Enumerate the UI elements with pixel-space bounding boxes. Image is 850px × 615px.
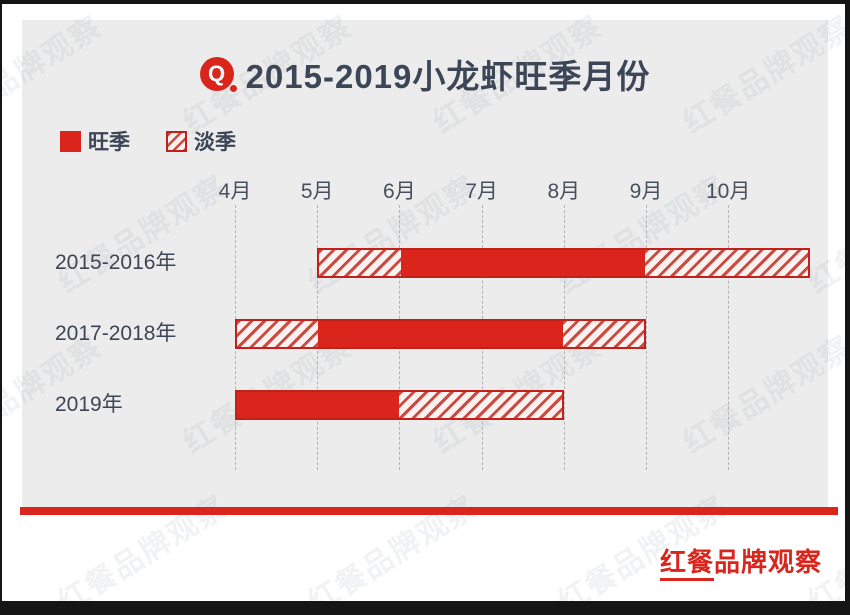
off-season-segment xyxy=(562,321,644,347)
legend-item-peak-season: 旺季 xyxy=(60,126,130,156)
axis-tick-label: 8月 xyxy=(547,180,581,203)
off-season-segment xyxy=(237,321,319,347)
brand-logo-rest-part: 品牌观察 xyxy=(713,547,822,577)
title-row: Q 2015-2019小龙虾旺季月份 xyxy=(22,50,828,98)
peak-season-segment xyxy=(400,250,646,276)
off-season-swatch xyxy=(166,130,187,152)
row-label: 2019年 xyxy=(55,393,123,416)
row-label: 2015-2016年 xyxy=(55,251,177,274)
gantt-bar xyxy=(235,390,564,420)
axis-tick-label: 6月 xyxy=(383,180,416,203)
gantt-bar xyxy=(317,248,811,278)
photo-edge-right xyxy=(845,0,850,615)
axis-tick-label: 10月 xyxy=(706,180,751,203)
axis-gridline xyxy=(728,205,730,470)
brand-logo: 红餐品牌观察 xyxy=(659,542,822,581)
photo-edge-top xyxy=(0,0,850,4)
off-season-segment xyxy=(645,250,809,276)
legend-item-off-season: 淡季 xyxy=(166,126,236,156)
peak-season-segment xyxy=(318,321,563,347)
peak-season-label: 旺季 xyxy=(88,131,130,154)
axis-gridline xyxy=(646,205,647,470)
axis-tick-label: 7月 xyxy=(465,180,498,203)
peak-season-swatch xyxy=(60,130,81,152)
photo-edge-bottom xyxy=(0,601,850,615)
axis-tick-label: 9月 xyxy=(629,180,663,203)
peak-season-segment xyxy=(237,392,400,418)
chart-title: 2015-2019小龙虾旺季月份 xyxy=(245,58,651,95)
brand-logo-underlined-part: 红餐 xyxy=(659,547,714,581)
axis-tick-label: 4月 xyxy=(218,180,252,203)
brand-q-icon: Q xyxy=(199,57,237,92)
photo-edge-left xyxy=(0,0,2,615)
bottom-divider-line xyxy=(20,507,838,515)
gantt-bar xyxy=(235,319,646,349)
axis-tick-label: 5月 xyxy=(300,180,334,203)
legend: 旺季 淡季 xyxy=(60,126,236,156)
row-label: 2017-2018年 xyxy=(55,322,177,345)
off-season-segment xyxy=(319,250,401,276)
off-season-label: 淡季 xyxy=(194,131,236,154)
off-season-segment xyxy=(399,392,562,418)
